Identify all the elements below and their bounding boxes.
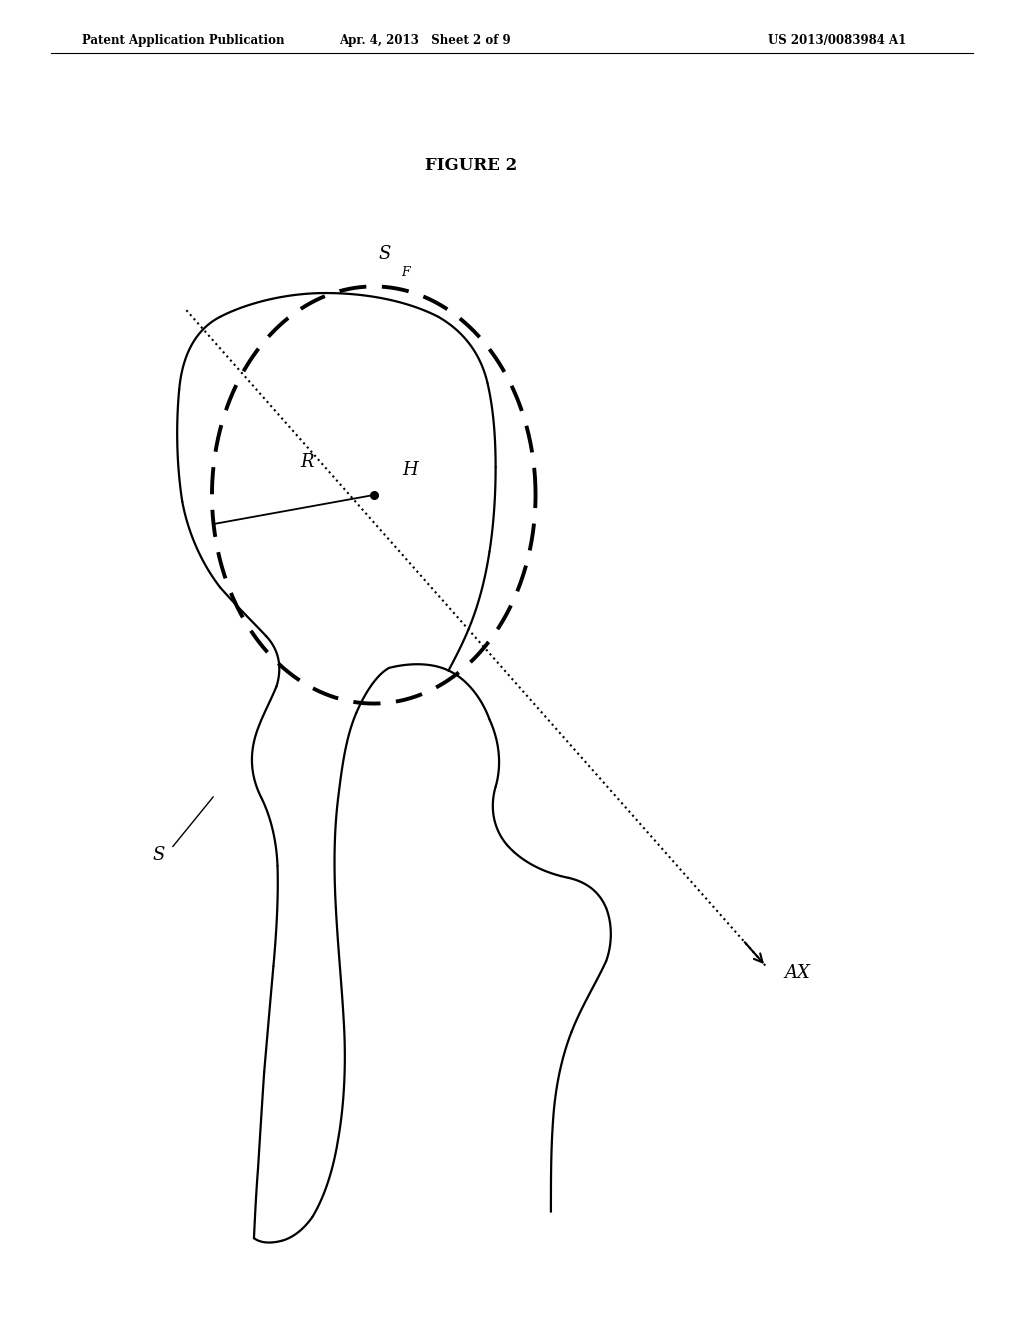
Text: US 2013/0083984 A1: US 2013/0083984 A1 [768,34,906,48]
Text: R: R [300,453,314,471]
Text: S: S [379,244,391,263]
Text: H: H [402,461,418,479]
Text: AX: AX [784,964,810,982]
Text: F: F [401,265,410,279]
Text: S: S [153,846,165,865]
Text: Apr. 4, 2013   Sheet 2 of 9: Apr. 4, 2013 Sheet 2 of 9 [339,34,511,48]
Text: FIGURE 2: FIGURE 2 [425,157,517,173]
Text: Patent Application Publication: Patent Application Publication [82,34,285,48]
